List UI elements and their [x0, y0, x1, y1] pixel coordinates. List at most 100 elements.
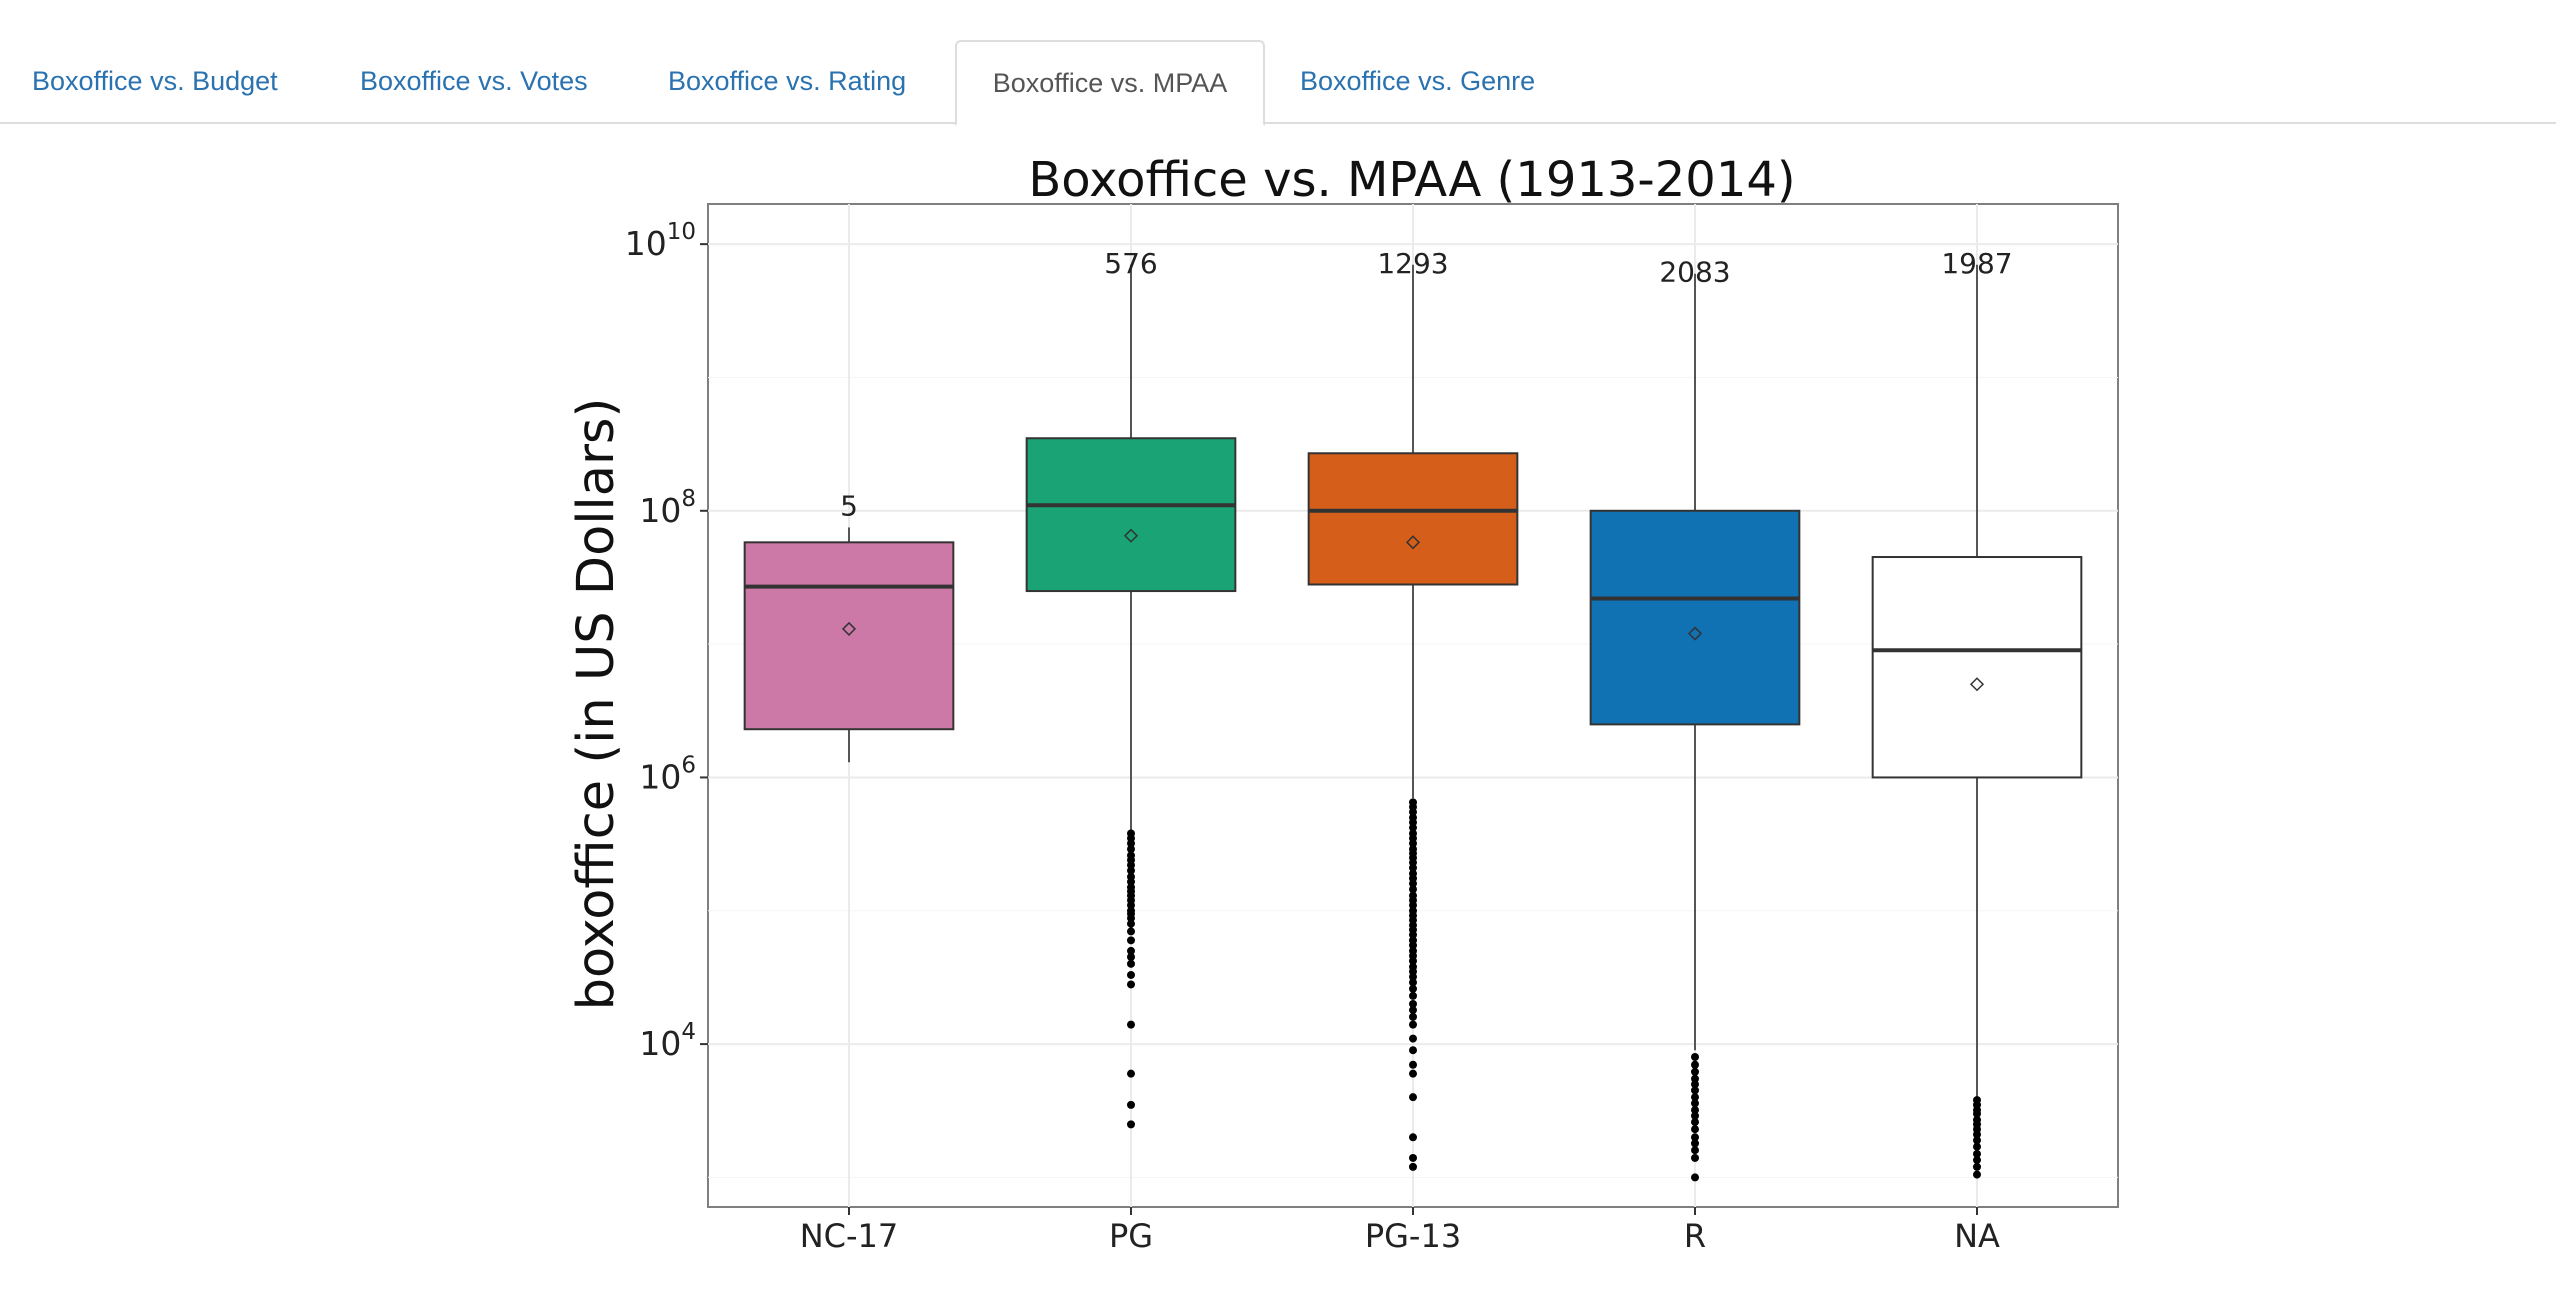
count-label-pg: 576: [1104, 247, 1157, 280]
outlier-point: [1409, 978, 1417, 987]
outlier-point: [1127, 914, 1135, 923]
outlier-point: [1691, 1173, 1699, 1182]
outlier-point: [1409, 1020, 1417, 1029]
outlier-point: [1127, 877, 1135, 886]
outlier-point: [1127, 970, 1135, 979]
chart-title: Boxoffice vs. MPAA (1913-2014): [1028, 152, 1795, 208]
outlier-point: [1691, 1118, 1699, 1127]
box-pg-13: [1307, 264, 1519, 1171]
outlier-point: [1973, 1156, 1981, 1165]
outlier-point: [1409, 901, 1417, 910]
box-body: [1307, 452, 1519, 586]
tab-boxoffice-vs-votes[interactable]: Boxoffice vs. Votes: [360, 66, 588, 96]
box-body: [1589, 509, 1801, 726]
box-pg: [1025, 264, 1237, 1129]
y-tick-label: 1010: [625, 219, 696, 263]
outlier-point: [1691, 1060, 1699, 1069]
tab-boxoffice-vs-rating[interactable]: Boxoffice vs. Rating: [668, 66, 907, 96]
outlier-point: [1691, 1099, 1699, 1108]
outlier-point: [1691, 1106, 1699, 1115]
outlier-point: [1691, 1146, 1699, 1155]
box-na: [1871, 264, 2083, 1179]
tab-boxoffice-vs-mpaa[interactable]: Boxoffice vs. MPAA: [955, 40, 1265, 126]
outlier-point: [1973, 1162, 1981, 1171]
outlier-point: [1691, 1093, 1699, 1102]
outlier-point: [1127, 901, 1135, 910]
outlier-point: [1973, 1136, 1981, 1145]
outlier-point: [1691, 1086, 1699, 1095]
tab-bar: Boxoffice vs. Budget Boxoffice vs. Votes…: [0, 0, 2556, 126]
outlier-point: [1409, 808, 1417, 817]
count-label-pg-13: 1293: [1377, 247, 1448, 280]
outlier-point: [1127, 1020, 1135, 1029]
outlier-point: [1409, 972, 1417, 981]
mean-marker: [1687, 626, 1703, 641]
outlier-point: [1973, 1109, 1981, 1118]
outlier-point: [1127, 845, 1135, 854]
outlier-point: [1409, 941, 1417, 950]
boxes: [743, 264, 2083, 1182]
outlier-point: [1691, 1080, 1699, 1089]
y-tick-label: 106: [639, 752, 696, 796]
x-tick-label: PG-13: [1365, 1217, 1461, 1255]
boxplot-chart: Boxoffice vs. MPAA (1913-2014) 5 576 1293 2…: [567, 152, 2119, 1255]
y-tick-label: 108: [639, 486, 696, 530]
outlier-point: [1127, 839, 1135, 848]
count-label-r: 2083: [1659, 256, 1730, 289]
box-body: [1025, 437, 1237, 593]
outlier-point: [1409, 839, 1417, 848]
mean-marker: [1969, 677, 1985, 692]
outlier-point: [1691, 1067, 1699, 1076]
outlier-point: [1409, 1069, 1417, 1078]
outlier-point: [1409, 863, 1417, 872]
outlier-point: [1691, 1139, 1699, 1148]
outlier-point: [1127, 946, 1135, 955]
outlier-point: [1409, 1012, 1417, 1021]
outlier-point: [1409, 823, 1417, 832]
outlier-point: [1691, 1125, 1699, 1134]
count-labels: 5 576 1293 2083 1987: [840, 247, 2013, 523]
x-tick-label: PG: [1109, 1217, 1153, 1255]
x-axis: NC-17 PG PG-13 R NA: [800, 1207, 2000, 1255]
outlier-point: [1691, 1153, 1699, 1162]
outlier-point: [1409, 1153, 1417, 1162]
outlier-point: [1409, 999, 1417, 1008]
outlier-point: [1409, 1162, 1417, 1171]
outlier-point: [1409, 1046, 1417, 1055]
outlier-point: [1127, 919, 1135, 928]
outlier-point: [1691, 1111, 1699, 1120]
outlier-point: [1409, 1093, 1417, 1102]
y-axis: 104 106 108 1010: [625, 219, 708, 1063]
mean-marker: [1405, 535, 1421, 550]
outlier-point: [1127, 866, 1135, 875]
outlier-point: [1127, 936, 1135, 945]
outlier-point: [1127, 1120, 1135, 1129]
outlier-point: [1691, 1053, 1699, 1062]
x-tick-label: NA: [1954, 1217, 2000, 1255]
y-axis-label: boxoffice (in US Dollars): [567, 398, 626, 1011]
outlier-point: [1973, 1142, 1981, 1151]
tab-boxoffice-vs-budget[interactable]: Boxoffice vs. Budget: [32, 66, 278, 96]
outlier-point: [1127, 927, 1135, 936]
outlier-point: [1409, 1060, 1417, 1069]
x-tick-label: R: [1684, 1217, 1706, 1255]
count-label-na: 1987: [1941, 247, 2012, 280]
outlier-point: [1973, 1130, 1981, 1139]
outlier-point: [1409, 885, 1417, 894]
count-label-nc-17: 5: [840, 489, 858, 522]
outlier-point: [1409, 1034, 1417, 1043]
tab-boxoffice-vs-genre[interactable]: Boxoffice vs. Genre: [1300, 66, 1536, 96]
outlier-point: [1691, 1133, 1699, 1142]
mean-marker: [1123, 528, 1139, 543]
outlier-point: [1409, 1006, 1417, 1015]
outlier-point: [1409, 956, 1417, 965]
outlier-point: [1409, 991, 1417, 1000]
x-tick-label: NC-17: [800, 1217, 899, 1255]
outlier-point: [1127, 1100, 1135, 1109]
outlier-point: [1127, 953, 1135, 962]
outlier-point: [1409, 1133, 1417, 1142]
outlier-point: [1409, 984, 1417, 993]
outlier-point: [1127, 1069, 1135, 1078]
outlier-point: [1409, 879, 1417, 888]
outlier-point: [1127, 959, 1135, 968]
